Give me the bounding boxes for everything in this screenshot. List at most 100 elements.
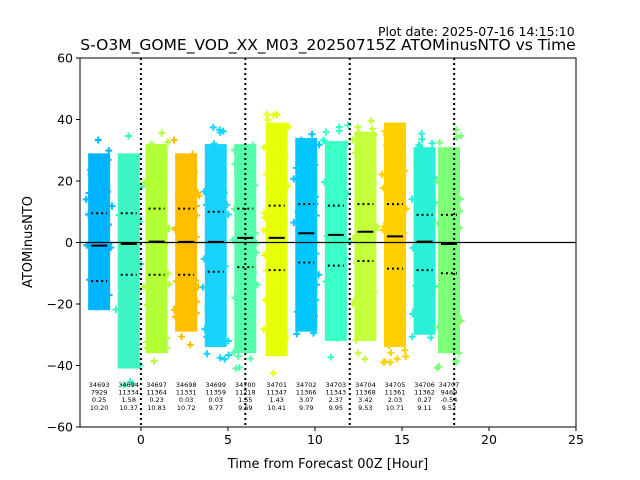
data-point-marker — [315, 271, 323, 279]
data-point-marker — [349, 234, 357, 242]
data-point-marker — [277, 170, 285, 178]
orbit-stats-line: 10.71 — [386, 404, 405, 412]
data-point-marker — [119, 216, 127, 224]
data-point-marker — [123, 280, 131, 288]
data-point-marker — [433, 177, 441, 185]
data-point-marker — [153, 189, 161, 197]
data-point-marker — [251, 229, 259, 237]
orbit-stats-line: 0.03 — [179, 396, 193, 404]
data-point-marker — [280, 216, 288, 224]
orbit-stats-label: 34706 11362 0.27 9.11 — [414, 381, 435, 412]
data-point-marker — [189, 150, 197, 158]
data-point-marker — [191, 277, 199, 285]
data-point-marker — [333, 306, 341, 314]
data-point-marker — [89, 189, 97, 197]
y-tick-label: 20 — [57, 174, 73, 189]
data-point-marker — [447, 217, 455, 225]
orbit-stats-line: 1.55 — [238, 396, 252, 404]
data-point-marker — [439, 185, 447, 193]
orbit-34705 — [378, 122, 410, 366]
orbit-stats-label: 34704 11368 3.42 9.53 — [355, 381, 376, 412]
data-point-marker — [261, 296, 269, 304]
data-point-marker — [193, 309, 201, 317]
orbit-34700 — [229, 141, 261, 372]
orbit-stats-label: 34705 11361 2.03 10.71 — [385, 381, 406, 412]
data-point-marker — [418, 160, 426, 168]
data-point-marker — [434, 323, 442, 331]
data-point-marker — [322, 128, 330, 136]
data-point-marker — [93, 251, 101, 259]
data-point-marker — [235, 364, 243, 372]
data-point-marker — [427, 284, 435, 292]
orbit-density-band — [354, 131, 377, 341]
orbit-stats-line: 34707 — [439, 381, 460, 389]
data-point-marker — [293, 330, 301, 338]
data-point-marker — [240, 247, 248, 255]
orbit-stats-line: 11359 — [205, 389, 226, 397]
data-point-marker — [181, 172, 189, 180]
data-point-marker — [298, 139, 306, 147]
x-axis-ticks: 0 5 10 15 20 25 — [137, 427, 584, 447]
data-point-marker — [212, 157, 220, 165]
data-point-marker — [351, 297, 359, 305]
data-point-marker — [120, 381, 128, 389]
data-point-marker — [379, 226, 387, 234]
data-point-marker — [397, 213, 405, 221]
data-point-marker — [362, 328, 370, 336]
data-point-marker — [398, 209, 406, 217]
orbit-34702 — [290, 130, 323, 338]
orbit-stats-line: 11368 — [355, 389, 376, 397]
data-point-marker — [229, 349, 237, 357]
data-point-marker — [253, 281, 261, 289]
data-point-marker — [217, 193, 225, 201]
data-point-marker — [387, 349, 395, 357]
data-point-marker — [235, 299, 243, 307]
data-point-marker — [224, 337, 232, 345]
data-point-marker — [124, 214, 132, 222]
data-point-marker — [427, 334, 435, 342]
data-point-marker — [159, 305, 167, 313]
data-point-marker — [349, 300, 357, 308]
data-point-marker — [86, 276, 94, 284]
data-point-marker — [148, 222, 156, 230]
data-point-marker — [272, 292, 280, 300]
x-tick-label: 15 — [394, 432, 410, 447]
data-point-marker — [393, 284, 401, 292]
data-point-marker — [260, 143, 268, 151]
data-point-marker — [122, 219, 130, 227]
orbit-stats-line: 9.77 — [209, 404, 223, 412]
data-point-marker — [434, 219, 442, 227]
data-point-marker — [231, 294, 239, 302]
data-point-marker — [311, 200, 319, 208]
orbit-34694 — [112, 132, 146, 389]
data-point-marker — [266, 208, 274, 216]
data-point-marker — [172, 223, 180, 231]
orbit-stats-label: 34699 11359 0.03 9.77 — [205, 381, 226, 412]
data-point-marker — [95, 169, 103, 177]
data-point-marker — [172, 277, 180, 285]
orbit-34703 — [319, 121, 353, 361]
orbit-stats-line: 10.37 — [119, 404, 138, 412]
data-point-marker — [186, 341, 194, 349]
data-point-marker — [414, 196, 422, 204]
orbit-density-band — [384, 122, 407, 348]
data-point-marker — [327, 353, 335, 361]
data-point-marker — [272, 176, 280, 184]
data-point-marker — [457, 317, 465, 325]
data-point-marker — [337, 237, 345, 245]
data-point-marker — [359, 267, 367, 275]
data-point-marker — [127, 335, 135, 343]
data-point-marker — [223, 201, 231, 209]
data-point-marker — [393, 355, 401, 363]
data-point-marker — [456, 224, 464, 232]
data-point-marker — [298, 301, 306, 309]
data-point-marker — [401, 346, 409, 354]
data-point-marker — [361, 355, 369, 363]
data-point-marker — [433, 364, 441, 372]
data-point-marker — [310, 312, 318, 320]
data-point-marker — [452, 187, 460, 195]
data-point-marker — [128, 155, 136, 163]
data-point-marker — [153, 297, 161, 305]
orbit-stats-line: 0.27 — [417, 396, 431, 404]
data-point-marker — [130, 228, 138, 236]
